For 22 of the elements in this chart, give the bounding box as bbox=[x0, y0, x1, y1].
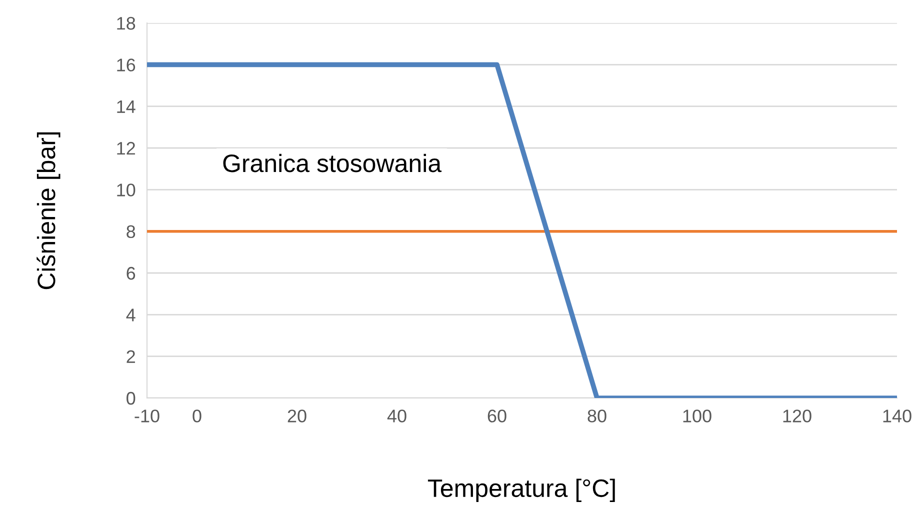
y-tick-label: 6 bbox=[126, 266, 136, 280]
x-axis-title: Temperatura [°C] bbox=[428, 478, 615, 502]
y-tick-label: 18 bbox=[117, 16, 136, 30]
x-tick-label: 80 bbox=[588, 410, 606, 422]
x-tick-label: -10 bbox=[134, 410, 160, 422]
y-tick-label: 16 bbox=[117, 58, 136, 72]
annotation: Granica stosowania bbox=[223, 154, 442, 172]
y-tick-label: 14 bbox=[117, 100, 136, 113]
y-tick-label: 2 bbox=[126, 350, 135, 363]
y-tick-label: 4 bbox=[126, 308, 136, 322]
y-tick-label: 12 bbox=[117, 142, 135, 155]
x-tick-label: 120 bbox=[783, 410, 812, 422]
x-tick-label: 40 bbox=[387, 410, 406, 422]
y-tick-label: 0 bbox=[126, 392, 136, 405]
x-tick-label: 140 bbox=[883, 410, 912, 422]
x-tick-label: 100 bbox=[683, 410, 712, 422]
x-tick-label: 20 bbox=[288, 410, 306, 422]
y-axis-title: Ciśnienie [bar] bbox=[36, 132, 60, 290]
x-tick-label: 60 bbox=[488, 410, 506, 422]
x-tick-label: 0 bbox=[192, 410, 202, 422]
y-tick-label: 8 bbox=[126, 225, 136, 238]
y-tick-label: 10 bbox=[117, 184, 136, 196]
